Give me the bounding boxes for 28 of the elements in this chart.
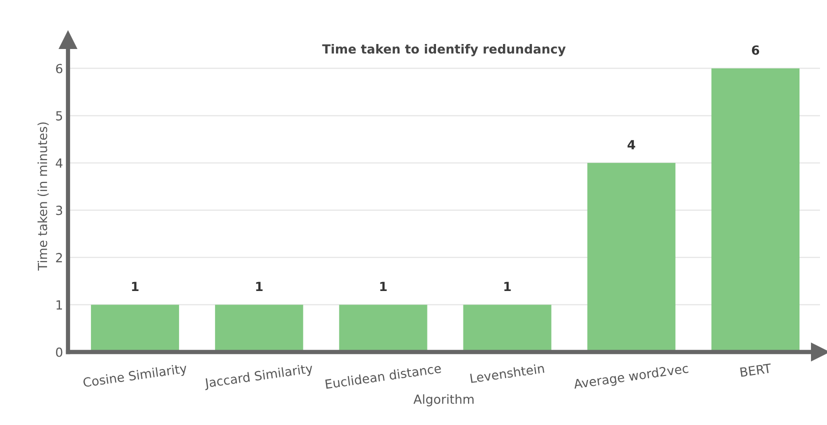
y-tick-label: 4 <box>56 158 62 168</box>
y-tick-label: 5 <box>56 111 62 121</box>
data-label: 1 <box>504 282 511 292</box>
bar <box>215 304 304 352</box>
y-tick-label: 6 <box>56 64 62 74</box>
y-tick-label: 3 <box>56 206 62 216</box>
bar <box>711 68 800 352</box>
data-label: 1 <box>380 282 387 292</box>
y-tick-label: 0 <box>56 347 62 357</box>
chart-title: Time taken to identify redundancy <box>322 44 566 56</box>
x-tick-label: Average word2vec <box>573 363 689 392</box>
x-tick-label: Euclidean distance <box>325 363 442 389</box>
y-tick-label: 1 <box>56 300 62 310</box>
x-tick-label: BERT <box>740 363 772 377</box>
data-label: 1 <box>256 282 263 292</box>
x-tick-label: Levenshtein <box>470 363 544 384</box>
x-tick-label: Cosine Similarity <box>82 363 188 390</box>
data-label: 1 <box>132 282 138 292</box>
y-tick-label: 2 <box>56 252 62 262</box>
data-label: 4 <box>628 140 636 150</box>
x-axis-title: Algorithm <box>413 394 474 406</box>
x-tick-label: Jaccard Similarity <box>204 363 314 390</box>
bar <box>463 304 552 352</box>
data-label: 6 <box>752 45 760 55</box>
bar <box>587 162 676 352</box>
bar <box>339 304 428 352</box>
y-axis-title: Time taken (in minutes) <box>38 122 49 271</box>
bar <box>90 304 180 352</box>
